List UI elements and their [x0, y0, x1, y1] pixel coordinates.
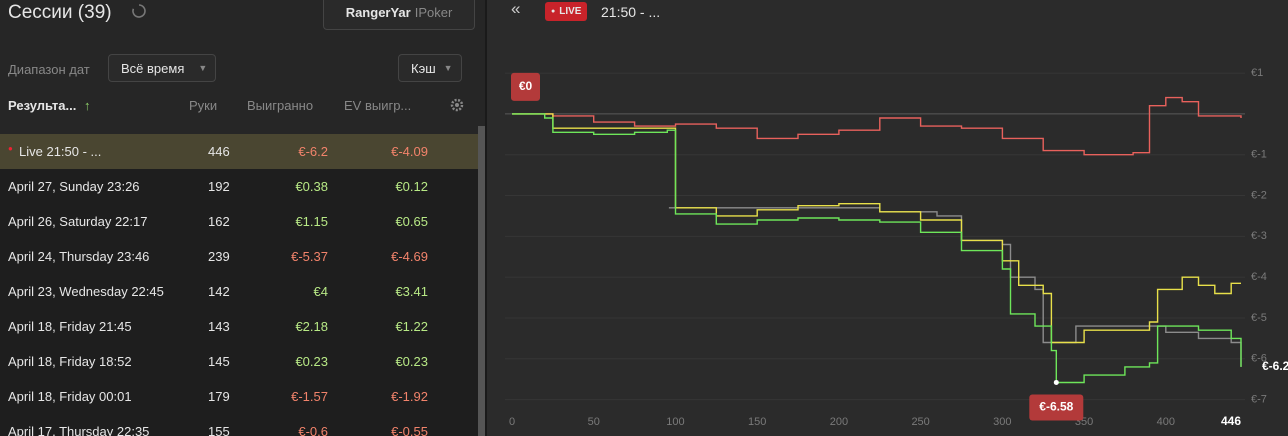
- y-tick-label: €-7: [1251, 393, 1267, 405]
- date-select[interactable]: Всё время ▼: [108, 54, 216, 82]
- player-name: RangerYar: [345, 4, 411, 20]
- y-tick-label: €-2: [1251, 189, 1267, 201]
- series-line: [512, 113, 1242, 384]
- table-row[interactable]: April 24, Thursday 23:46 239 €-5.37 €-4.69: [0, 239, 478, 274]
- table-cell: April 24, Thursday 23:46: [8, 249, 150, 264]
- title: Сессии (39): [8, 2, 112, 23]
- table-cell: €3.41: [395, 284, 428, 299]
- settings-icon[interactable]: [449, 97, 465, 113]
- column-header[interactable]: Результа... ↑: [8, 98, 91, 113]
- date-label: Диапазон дат: [8, 62, 90, 77]
- annotation-box: [1029, 394, 1084, 421]
- table-cell: €-5.37: [291, 249, 328, 264]
- table-cell: €-0.55: [391, 424, 428, 436]
- table-cell: €-4.69: [391, 249, 428, 264]
- annotation-box: [511, 72, 540, 101]
- series-line: [512, 96, 1242, 156]
- x-tick-label: 100: [666, 416, 684, 428]
- column-header[interactable]: Руки: [189, 98, 218, 113]
- table-cell: April 26, Saturday 22:17: [8, 214, 148, 229]
- table-cell: April 18, Friday 18:52: [8, 354, 132, 369]
- table-cell: April 23, Wednesday 22:45: [8, 284, 164, 299]
- x-tick-label: 50: [588, 416, 600, 428]
- x-tick-label: 446: [1221, 414, 1241, 428]
- live-badge: ● LIVE: [545, 2, 588, 21]
- series-line: [512, 113, 1241, 344]
- table-row[interactable]: April 18, Friday 21:45 143 €2.18 €1.22: [0, 309, 478, 344]
- table-row[interactable]: ● Live 21:50 - ... 446 €-6.2 €-4.09: [0, 134, 478, 169]
- annotation-label: €-6.2: [1262, 359, 1288, 373]
- table-cell: 179: [208, 389, 230, 404]
- table-cell: April 18, Friday 21:45: [8, 319, 132, 334]
- y-tick-label: €-4: [1251, 271, 1267, 283]
- table-cell: April 27, Sunday 23:26: [8, 179, 140, 194]
- game-select[interactable]: Кэш ▼: [398, 54, 462, 82]
- col: Результа...: [8, 98, 77, 113]
- table-row[interactable]: April 17, Thursday 22:35 155 €-0.6 €-0.55: [0, 414, 478, 436]
- player-site: IPoker: [414, 4, 453, 20]
- table-cell: €0.23: [395, 354, 428, 369]
- x-tick-label: 400: [1157, 416, 1175, 428]
- table-row[interactable]: April 18, Friday 00:01 179 €-1.57 €-1.92: [0, 379, 478, 414]
- table-cell: €-4.09: [391, 144, 428, 159]
- table-cell: €0.12: [395, 179, 428, 194]
- date-value: Всё время: [121, 60, 185, 76]
- table-cell: €1.22: [395, 319, 428, 334]
- x-tick-label: 250: [911, 416, 929, 428]
- table-cell: €1.15: [295, 214, 328, 229]
- annotation-label: €-6.58: [1039, 400, 1073, 414]
- table-row[interactable]: April 23, Wednesday 22:45 142 €4 €3.41: [0, 274, 478, 309]
- annotation-label: €0: [519, 79, 533, 93]
- player-button[interactable]: RangerYar IPoker: [323, 0, 475, 30]
- table-body: ● Live 21:50 - ... 446 €-6.2 €-4.09 April 27,…: [0, 134, 478, 436]
- x-tick-label: 200: [830, 416, 848, 428]
- table-cell: 446: [208, 144, 230, 159]
- x-tick-label: 150: [748, 416, 766, 428]
- y-tick-label: €-3: [1251, 230, 1267, 242]
- table-cell: €2.18: [295, 319, 328, 334]
- refresh-icon[interactable]: [130, 2, 148, 20]
- table-cell: €0.65: [395, 214, 428, 229]
- column-header[interactable]: EV выигр...: [344, 98, 412, 113]
- table-cell: €-6.2: [298, 144, 328, 159]
- table-cell: 162: [208, 214, 230, 229]
- table-cell: 192: [208, 179, 230, 194]
- live-text: LIVE: [559, 6, 582, 17]
- game-value: Кэш: [411, 60, 436, 76]
- collapse-icon[interactable]: «: [511, 0, 521, 18]
- column-header[interactable]: Выигранно: [247, 98, 314, 113]
- y-tick-label: €-5: [1251, 312, 1267, 324]
- table-cell: April 18, Friday 00:01: [8, 389, 132, 404]
- session-title: 21:50 - ...: [601, 4, 661, 20]
- table-cell: €-1.57: [291, 389, 328, 404]
- table-row[interactable]: April 18, Friday 18:52 145 €0.23 €0.23: [0, 344, 478, 379]
- table-cell: Live 21:50 - ...: [19, 144, 102, 159]
- table-cell: 142: [208, 284, 230, 299]
- divider: [485, 0, 487, 436]
- table-cell: €4: [313, 284, 328, 299]
- table-cell: 145: [208, 354, 230, 369]
- table-cell: 143: [208, 319, 230, 334]
- table-cell: €0.38: [295, 179, 328, 194]
- min-point: [1053, 379, 1059, 385]
- x-tick-label: 0: [509, 416, 515, 428]
- y-tick-label: €-6: [1251, 353, 1267, 365]
- scrollbar[interactable]: [478, 126, 485, 436]
- live-dot: ●: [8, 144, 13, 153]
- sessions-panel: Сессии (39) RangerYar IPoker Диапазон да…: [0, 0, 485, 436]
- table-cell: €-0.6: [298, 424, 328, 436]
- x-tick-label: 300: [993, 416, 1011, 428]
- y-tick-label: €1: [1251, 67, 1263, 79]
- table-cell: €0.23: [295, 354, 328, 369]
- y-tick-label: €-1: [1251, 149, 1267, 161]
- table-row[interactable]: April 26, Saturday 22:17 162 €1.15 €0.65: [0, 204, 478, 239]
- table-cell: 239: [208, 249, 230, 264]
- table-cell: April 17, Thursday 22:35: [8, 424, 150, 436]
- table-cell: €-1.92: [391, 389, 428, 404]
- table-row[interactable]: April 27, Sunday 23:26 192 €0.38 €0.12: [0, 169, 478, 204]
- table-cell: 155: [208, 424, 230, 436]
